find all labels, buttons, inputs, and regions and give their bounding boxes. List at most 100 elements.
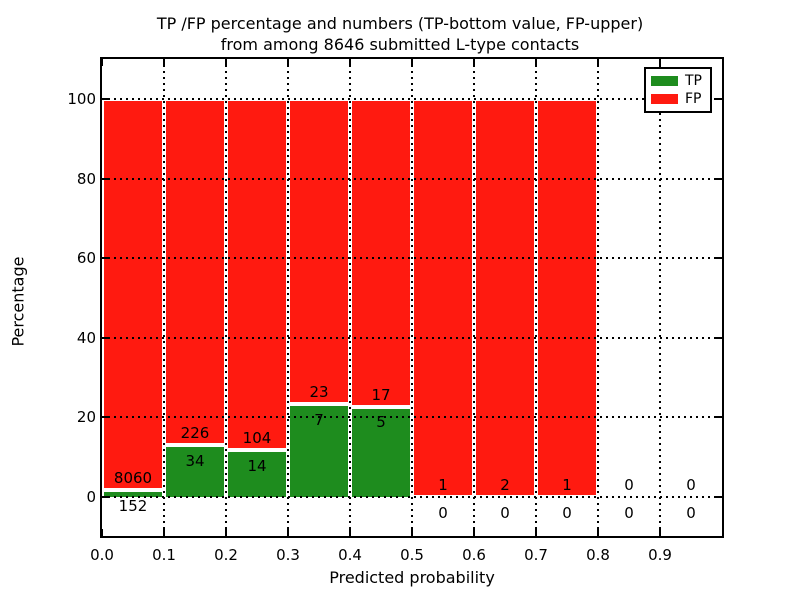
- tp-count-label: 0: [438, 503, 448, 522]
- plot-area: 8060 152 226 34 104 14 23 7 17 5 1 0 2 0 1 0 0 0 0 0 TP FP: [100, 57, 724, 538]
- tp-bar: [288, 404, 350, 497]
- x-axis-tick: [659, 59, 661, 66]
- y-axis-tick: [715, 177, 722, 180]
- x-tick-label: 0.1: [152, 546, 176, 564]
- fp-legend-swatch-icon: [651, 94, 678, 104]
- y-axis-tick: [715, 257, 722, 260]
- x-tick-label: 0.9: [648, 546, 672, 564]
- legend-item-fp: FP: [651, 90, 705, 107]
- x-axis-tick: [473, 59, 475, 66]
- legend-label-tp: TP: [685, 72, 702, 89]
- fp-count-label: 8060: [113, 468, 153, 487]
- x-axis-tick: [411, 529, 413, 536]
- fp-count-label: 226: [180, 424, 210, 442]
- tp-count-label: 7: [314, 411, 324, 430]
- y-axis-tick: [102, 496, 109, 498]
- x-axis-tick: [287, 59, 289, 66]
- fp-count-label: 1: [562, 476, 572, 495]
- x-tick-label: 0.2: [214, 546, 238, 564]
- y-axis-tick: [715, 416, 722, 419]
- x-tick-label: 0.4: [338, 546, 362, 564]
- tp-count-label: 0: [686, 503, 696, 522]
- y-axis-tick: [102, 257, 109, 260]
- fp-count-label: 104: [242, 428, 272, 447]
- x-axis-tick: [163, 59, 165, 66]
- x-axis-tick: [535, 529, 537, 536]
- x-axis-tick: [163, 529, 165, 536]
- fp-bar: [102, 99, 164, 490]
- fp-count-label: 0: [686, 476, 696, 495]
- tp-count-label: 152: [118, 496, 148, 515]
- y-axis-tick: [715, 98, 722, 100]
- y-tick-label: 40: [76, 328, 96, 347]
- y-tick-label: 60: [76, 249, 96, 268]
- vertical-gridline: [597, 59, 599, 536]
- tp-legend-swatch-icon: [651, 76, 678, 86]
- x-axis-tick: [225, 59, 227, 66]
- x-axis-tick: [597, 529, 599, 536]
- legend-label-fp: FP: [685, 90, 702, 107]
- vertical-gridline: [535, 59, 537, 536]
- x-tick-label: 0.6: [462, 546, 486, 564]
- tp-count-label: 5: [376, 413, 386, 432]
- x-axis-tick: [411, 59, 413, 66]
- vertical-gridline: [411, 59, 413, 536]
- vertical-gridline: [287, 59, 289, 536]
- tp-bar: [350, 406, 412, 497]
- tp-count-label: 34: [185, 451, 205, 470]
- fp-bar: [412, 99, 474, 497]
- vertical-gridline: [163, 59, 165, 536]
- chart-title-line1: TP /FP percentage and numbers (TP-bottom…: [156, 14, 644, 33]
- x-axis-tick: [659, 529, 661, 536]
- tp-bar: [164, 444, 226, 497]
- tp-count-label: 0: [562, 503, 572, 522]
- tp-count-label: 0: [624, 503, 634, 522]
- y-axis-tick: [102, 416, 109, 419]
- x-axis-tick: [225, 529, 227, 536]
- fp-count-label: 0: [624, 476, 634, 495]
- tp-count-label: 0: [500, 503, 510, 522]
- chart-title-line2: from among 8646 submitted L-type contact…: [220, 35, 580, 54]
- x-axis-tick: [101, 529, 103, 536]
- y-axis-tick: [102, 177, 109, 180]
- fp-count-label: 1: [438, 476, 448, 495]
- x-tick-label: 0.8: [586, 546, 610, 564]
- tp-count-label: 14: [247, 456, 267, 475]
- y-axis-tick: [102, 336, 109, 339]
- y-tick-label: 80: [76, 169, 96, 188]
- y-tick-label: 0: [86, 488, 96, 506]
- x-tick-label: 0.5: [400, 546, 424, 564]
- y-axis-tick: [715, 496, 722, 498]
- fp-bar: [536, 99, 598, 497]
- fp-bar: [164, 99, 226, 445]
- fp-count-label: 17: [371, 385, 391, 404]
- x-axis-tick: [597, 59, 599, 66]
- x-axis-tick: [535, 59, 537, 66]
- y-axis-tick: [715, 336, 722, 339]
- vertical-gridline: [225, 59, 227, 536]
- x-axis-tick: [473, 529, 475, 536]
- fp-bar: [288, 99, 350, 405]
- x-axis-tick: [287, 529, 289, 536]
- y-axis-tick: [102, 98, 109, 100]
- vertical-gridline: [473, 59, 475, 536]
- vertical-gridline: [349, 59, 351, 536]
- legend-item-tp: TP: [651, 72, 705, 89]
- y-tick-label: 100: [67, 90, 96, 108]
- legend: TP FP: [644, 67, 712, 113]
- fp-count-label: 23: [309, 383, 329, 402]
- x-axis-tick: [349, 529, 351, 536]
- x-axis-tick: [349, 59, 351, 66]
- fp-count-label: 2: [500, 476, 510, 495]
- y-tick-label: 20: [76, 408, 96, 427]
- x-tick-label: 0.3: [276, 546, 300, 564]
- x-axis-label: Predicted probability: [329, 568, 495, 587]
- x-tick-label: 0.7: [524, 546, 548, 564]
- fp-bar: [350, 99, 412, 407]
- fp-bar: [474, 99, 536, 497]
- vertical-gridline: [659, 59, 661, 536]
- x-axis-tick: [101, 59, 103, 66]
- x-tick-label: 0.0: [90, 546, 114, 564]
- y-axis-label: Percentage: [8, 256, 28, 347]
